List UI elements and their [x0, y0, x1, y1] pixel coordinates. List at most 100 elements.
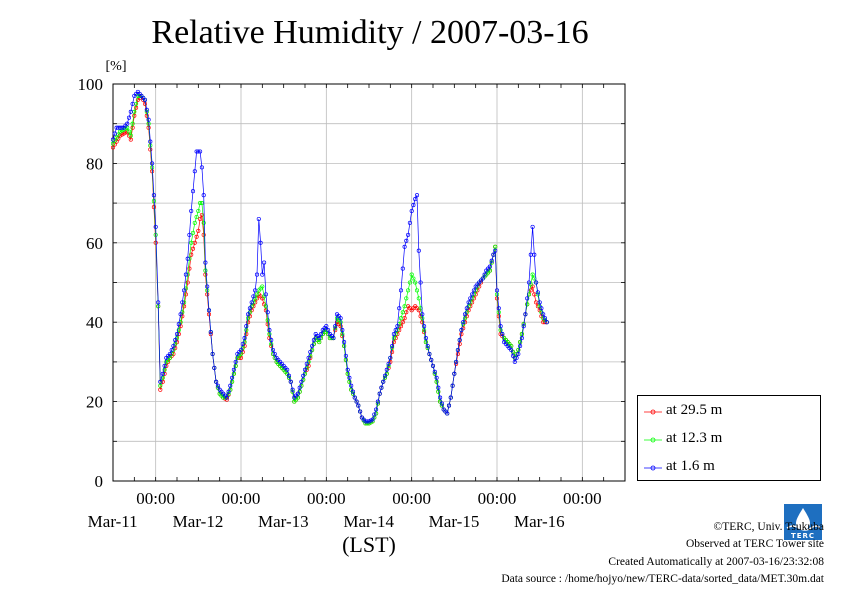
data-point — [516, 347, 521, 353]
data-point — [253, 288, 258, 293]
data-point — [189, 208, 194, 214]
series-line — [112, 95, 547, 424]
data-point — [400, 266, 405, 271]
data-point — [244, 324, 249, 329]
data-point — [379, 385, 384, 390]
data-point — [230, 379, 235, 384]
data-point — [459, 328, 464, 333]
data-point — [173, 338, 178, 343]
data-point — [178, 312, 183, 317]
data-point — [445, 411, 450, 416]
data-point — [160, 371, 165, 376]
x-tick-date: Mar-15 — [429, 512, 480, 531]
data-point — [436, 389, 441, 394]
data-point — [258, 240, 263, 245]
data-point — [539, 306, 544, 311]
data-point — [430, 363, 436, 368]
data-point — [397, 306, 402, 311]
data-point — [352, 395, 357, 400]
data-point — [498, 324, 503, 329]
data-point — [459, 332, 464, 337]
data-point — [189, 240, 194, 245]
chart-title: Relative Humidity / 2007-03-16 — [151, 14, 589, 51]
y-tick-label: 40 — [86, 313, 103, 332]
data-point — [182, 304, 187, 309]
data-point — [176, 322, 181, 327]
data-point — [160, 375, 165, 380]
data-point — [420, 312, 425, 317]
data-point — [318, 332, 324, 337]
data-point — [269, 341, 274, 347]
data-point — [114, 135, 119, 140]
data-point — [110, 137, 116, 142]
data-point — [128, 109, 133, 114]
data-point — [525, 296, 530, 301]
data-point — [530, 224, 535, 229]
data-point — [509, 347, 514, 353]
data-point — [413, 197, 418, 202]
data-point — [406, 232, 411, 237]
data-point — [438, 395, 443, 400]
data-point — [402, 304, 407, 309]
data-point — [343, 353, 348, 358]
x-tick-time: 00:00 — [563, 489, 602, 508]
data-point — [496, 306, 501, 311]
data-point — [198, 216, 203, 222]
footer-source: Data source : /home/hojyo/new/TERC-data/… — [501, 573, 824, 585]
data-point — [126, 115, 132, 120]
data-point — [532, 252, 537, 257]
data-point — [541, 312, 546, 317]
data-point — [317, 340, 322, 345]
data-point — [176, 328, 181, 333]
data-point — [116, 132, 121, 137]
data-point — [494, 288, 500, 293]
data-point — [391, 340, 396, 345]
data-point — [189, 252, 194, 257]
data-point — [404, 238, 409, 243]
data-point — [530, 272, 535, 277]
data-point — [201, 193, 206, 198]
data-point — [454, 359, 459, 364]
data-point — [407, 280, 412, 285]
data-point — [340, 328, 345, 333]
data-point — [356, 403, 361, 408]
data-point — [439, 401, 444, 406]
data-point — [156, 300, 161, 305]
data-point — [134, 105, 139, 110]
data-point — [231, 371, 236, 376]
data-point — [535, 290, 540, 295]
data-point — [215, 383, 220, 388]
data-point — [398, 316, 404, 321]
data-point — [194, 234, 199, 239]
data-point — [192, 220, 197, 225]
data-point — [290, 387, 295, 392]
data-point — [198, 149, 203, 154]
x-tick-time: 00:00 — [136, 489, 175, 508]
grid-lines — [113, 84, 625, 481]
data-point — [365, 419, 370, 424]
data-point — [423, 340, 428, 345]
data-point — [190, 230, 196, 235]
data-point — [162, 367, 167, 372]
data-point — [190, 189, 196, 194]
data-point — [395, 324, 400, 329]
data-point — [242, 336, 247, 341]
data-point — [498, 328, 503, 333]
x-tick-date: Mar-16 — [514, 512, 565, 531]
data-point — [526, 280, 532, 285]
data-point — [414, 288, 420, 293]
data-point — [482, 272, 487, 277]
data-point — [254, 272, 260, 277]
data-point — [196, 208, 201, 214]
data-point — [354, 399, 359, 404]
data-point — [263, 304, 268, 309]
data-point — [112, 131, 117, 136]
data-point — [185, 280, 190, 285]
data-point — [471, 288, 476, 293]
data-point — [374, 407, 379, 412]
data-point — [416, 248, 421, 253]
data-point — [247, 306, 252, 311]
legend-label: at 29.5 m — [666, 402, 723, 418]
data-point — [187, 266, 192, 271]
data-point — [518, 340, 523, 345]
